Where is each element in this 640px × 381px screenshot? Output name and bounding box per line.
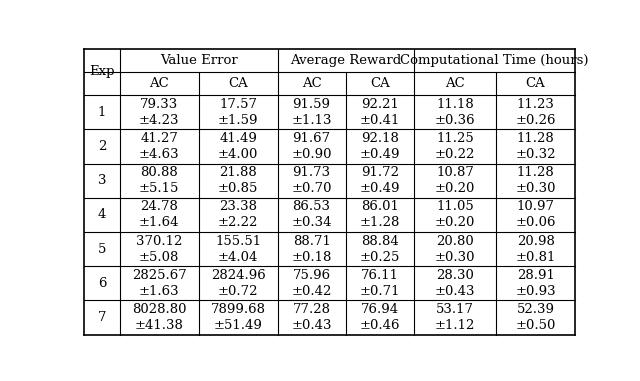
Text: 5: 5 [98, 243, 106, 256]
Text: 3: 3 [98, 174, 106, 187]
Text: 92.21
±0.41: 92.21 ±0.41 [360, 98, 400, 127]
Text: 10.87
±0.20: 10.87 ±0.20 [435, 166, 475, 195]
Text: Value Error: Value Error [160, 54, 237, 67]
Text: 11.18
±0.36: 11.18 ±0.36 [435, 98, 476, 127]
Text: 370.12
±5.08: 370.12 ±5.08 [136, 235, 182, 264]
Text: 41.49
±4.00: 41.49 ±4.00 [218, 132, 259, 161]
Text: 2824.96
±0.72: 2824.96 ±0.72 [211, 269, 266, 298]
Text: 10.97
±0.06: 10.97 ±0.06 [515, 200, 556, 229]
Text: 88.84
±0.25: 88.84 ±0.25 [360, 235, 400, 264]
Text: Average Reward: Average Reward [290, 54, 401, 67]
Text: 17.57
±1.59: 17.57 ±1.59 [218, 98, 259, 127]
Text: 24.78
±1.64: 24.78 ±1.64 [139, 200, 179, 229]
Text: 11.28
±0.30: 11.28 ±0.30 [515, 166, 556, 195]
Text: 91.67
±0.90: 91.67 ±0.90 [291, 132, 332, 161]
Text: 4: 4 [98, 208, 106, 221]
Text: 92.18
±0.49: 92.18 ±0.49 [360, 132, 400, 161]
Text: CA: CA [228, 77, 248, 90]
Text: 11.25
±0.22: 11.25 ±0.22 [435, 132, 475, 161]
Text: 28.30
±0.43: 28.30 ±0.43 [435, 269, 475, 298]
Text: 20.98
±0.81: 20.98 ±0.81 [515, 235, 556, 264]
Text: CA: CA [525, 77, 545, 90]
Text: 11.28
±0.32: 11.28 ±0.32 [515, 132, 556, 161]
Text: 11.05
±0.20: 11.05 ±0.20 [435, 200, 475, 229]
Text: 8028.80
±41.38: 8028.80 ±41.38 [132, 303, 186, 332]
Text: 23.38
±2.22: 23.38 ±2.22 [218, 200, 259, 229]
Text: 86.53
±0.34: 86.53 ±0.34 [291, 200, 332, 229]
Text: 2: 2 [98, 140, 106, 153]
Text: 155.51
±4.04: 155.51 ±4.04 [215, 235, 261, 264]
Text: 53.17
±1.12: 53.17 ±1.12 [435, 303, 475, 332]
Text: AC: AC [301, 77, 321, 90]
Text: 91.59
±1.13: 91.59 ±1.13 [291, 98, 332, 127]
Text: 76.11
±0.71: 76.11 ±0.71 [360, 269, 400, 298]
Text: 21.88
±0.85: 21.88 ±0.85 [218, 166, 259, 195]
Text: 52.39
±0.50: 52.39 ±0.50 [515, 303, 556, 332]
Text: 7: 7 [98, 311, 106, 324]
Text: 76.94
±0.46: 76.94 ±0.46 [360, 303, 400, 332]
Text: 86.01
±1.28: 86.01 ±1.28 [360, 200, 400, 229]
Text: Exp: Exp [89, 66, 115, 78]
Text: 91.73
±0.70: 91.73 ±0.70 [291, 166, 332, 195]
Text: 2825.67
±1.63: 2825.67 ±1.63 [132, 269, 187, 298]
Text: AC: AC [149, 77, 169, 90]
Text: Computational Time (hours): Computational Time (hours) [400, 54, 589, 67]
Text: AC: AC [445, 77, 465, 90]
Text: 77.28
±0.43: 77.28 ±0.43 [291, 303, 332, 332]
Text: 88.71
±0.18: 88.71 ±0.18 [291, 235, 332, 264]
Text: 7899.68
±51.49: 7899.68 ±51.49 [211, 303, 266, 332]
Text: 6: 6 [98, 277, 106, 290]
Text: CA: CA [370, 77, 390, 90]
Text: 91.72
±0.49: 91.72 ±0.49 [360, 166, 400, 195]
Text: 41.27
±4.63: 41.27 ±4.63 [139, 132, 180, 161]
Text: 75.96
±0.42: 75.96 ±0.42 [291, 269, 332, 298]
Text: 28.91
±0.93: 28.91 ±0.93 [515, 269, 556, 298]
Text: 20.80
±0.30: 20.80 ±0.30 [435, 235, 475, 264]
Text: 1: 1 [98, 106, 106, 119]
Text: 79.33
±4.23: 79.33 ±4.23 [139, 98, 179, 127]
Text: 11.23
±0.26: 11.23 ±0.26 [515, 98, 556, 127]
Text: 80.88
±5.15: 80.88 ±5.15 [139, 166, 179, 195]
